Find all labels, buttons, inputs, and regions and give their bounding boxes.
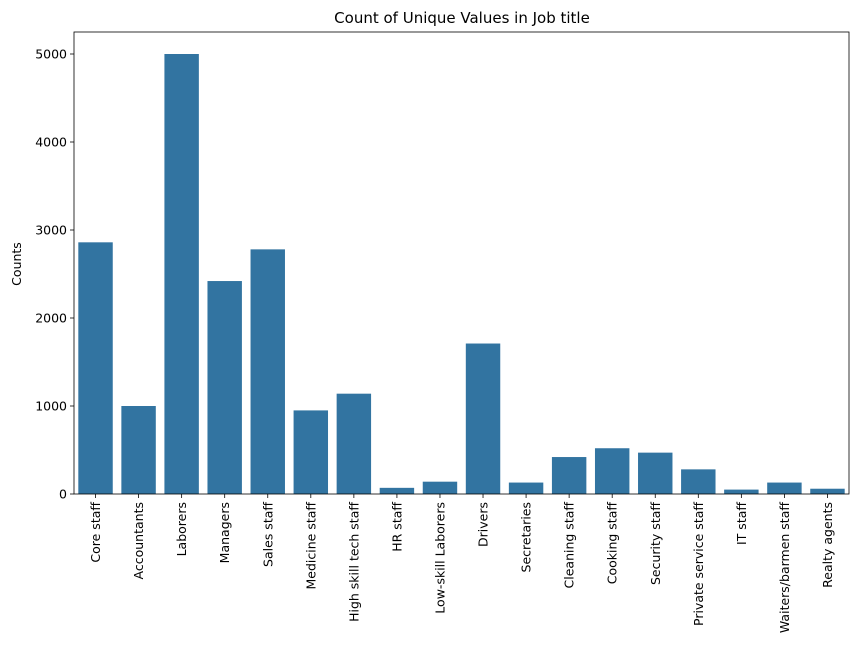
y-tick-label: 4000 [35,135,67,150]
chart-title: Count of Unique Values in Job title [334,9,590,27]
bar-private-service-staff [681,469,716,494]
bar-high-skill-tech-staff [336,393,372,494]
bar-sales-staff [250,249,285,494]
plot-frame [73,31,850,495]
x-tick-label: Sales staff [260,502,275,567]
y-axis-ticks: 0 1000 2000 3000 4000 5000 [35,47,74,502]
x-tick-label: Accountants [131,502,146,579]
x-tick-label: Cleaning staff [562,502,577,589]
bar-laborers [164,54,199,494]
x-tick-label: Core staff [88,502,103,563]
bar-accountants [121,406,156,494]
x-tick-label: Security staff [648,502,663,585]
x-tick-label: IT staff [734,502,749,545]
y-tick-label: 5000 [35,47,67,62]
bar-cooking-staff [594,448,630,494]
x-tick-label: Secretaries [519,502,534,572]
x-tick-label: Realty agents [820,502,835,588]
bar-managers [207,281,242,494]
x-tick-label: Laborers [174,502,189,556]
y-tick-label: 0 [59,487,67,502]
x-tick-label: Managers [217,502,232,563]
y-tick-label: 2000 [35,311,67,326]
bars-group [78,54,845,494]
x-tick-label: High skill tech staff [346,502,361,622]
x-tick-label: Low-skill Laborers [432,502,447,614]
x-axis-ticks: Core staff Accountants Laborers Managers Sal… [88,494,835,633]
bar-it-staff [724,489,759,494]
x-tick-label: Drivers [476,502,491,547]
x-tick-label: HR staff [389,502,404,552]
x-tick-label: Waiters/barmen staff [777,502,792,633]
x-tick-label: Cooking staff [605,502,620,585]
bar-security-staff [638,452,673,494]
bar-realty-agents [810,488,845,494]
bar-medicine-staff [293,410,329,494]
bar-cleaning-staff [551,457,587,494]
bar-low-skill-laborers [422,481,458,494]
x-tick-label: Medicine staff [303,502,318,590]
bar-core-staff [78,242,113,494]
bar-secretaries [508,482,544,494]
y-tick-label: 1000 [35,399,67,414]
y-tick-label: 3000 [35,223,67,238]
bar-waiters-barmen-staff [767,482,802,494]
y-axis-label: Counts [9,242,24,286]
x-tick-label: Private service staff [691,502,706,626]
bar-drivers [465,343,501,494]
bar-hr-staff [379,487,415,494]
